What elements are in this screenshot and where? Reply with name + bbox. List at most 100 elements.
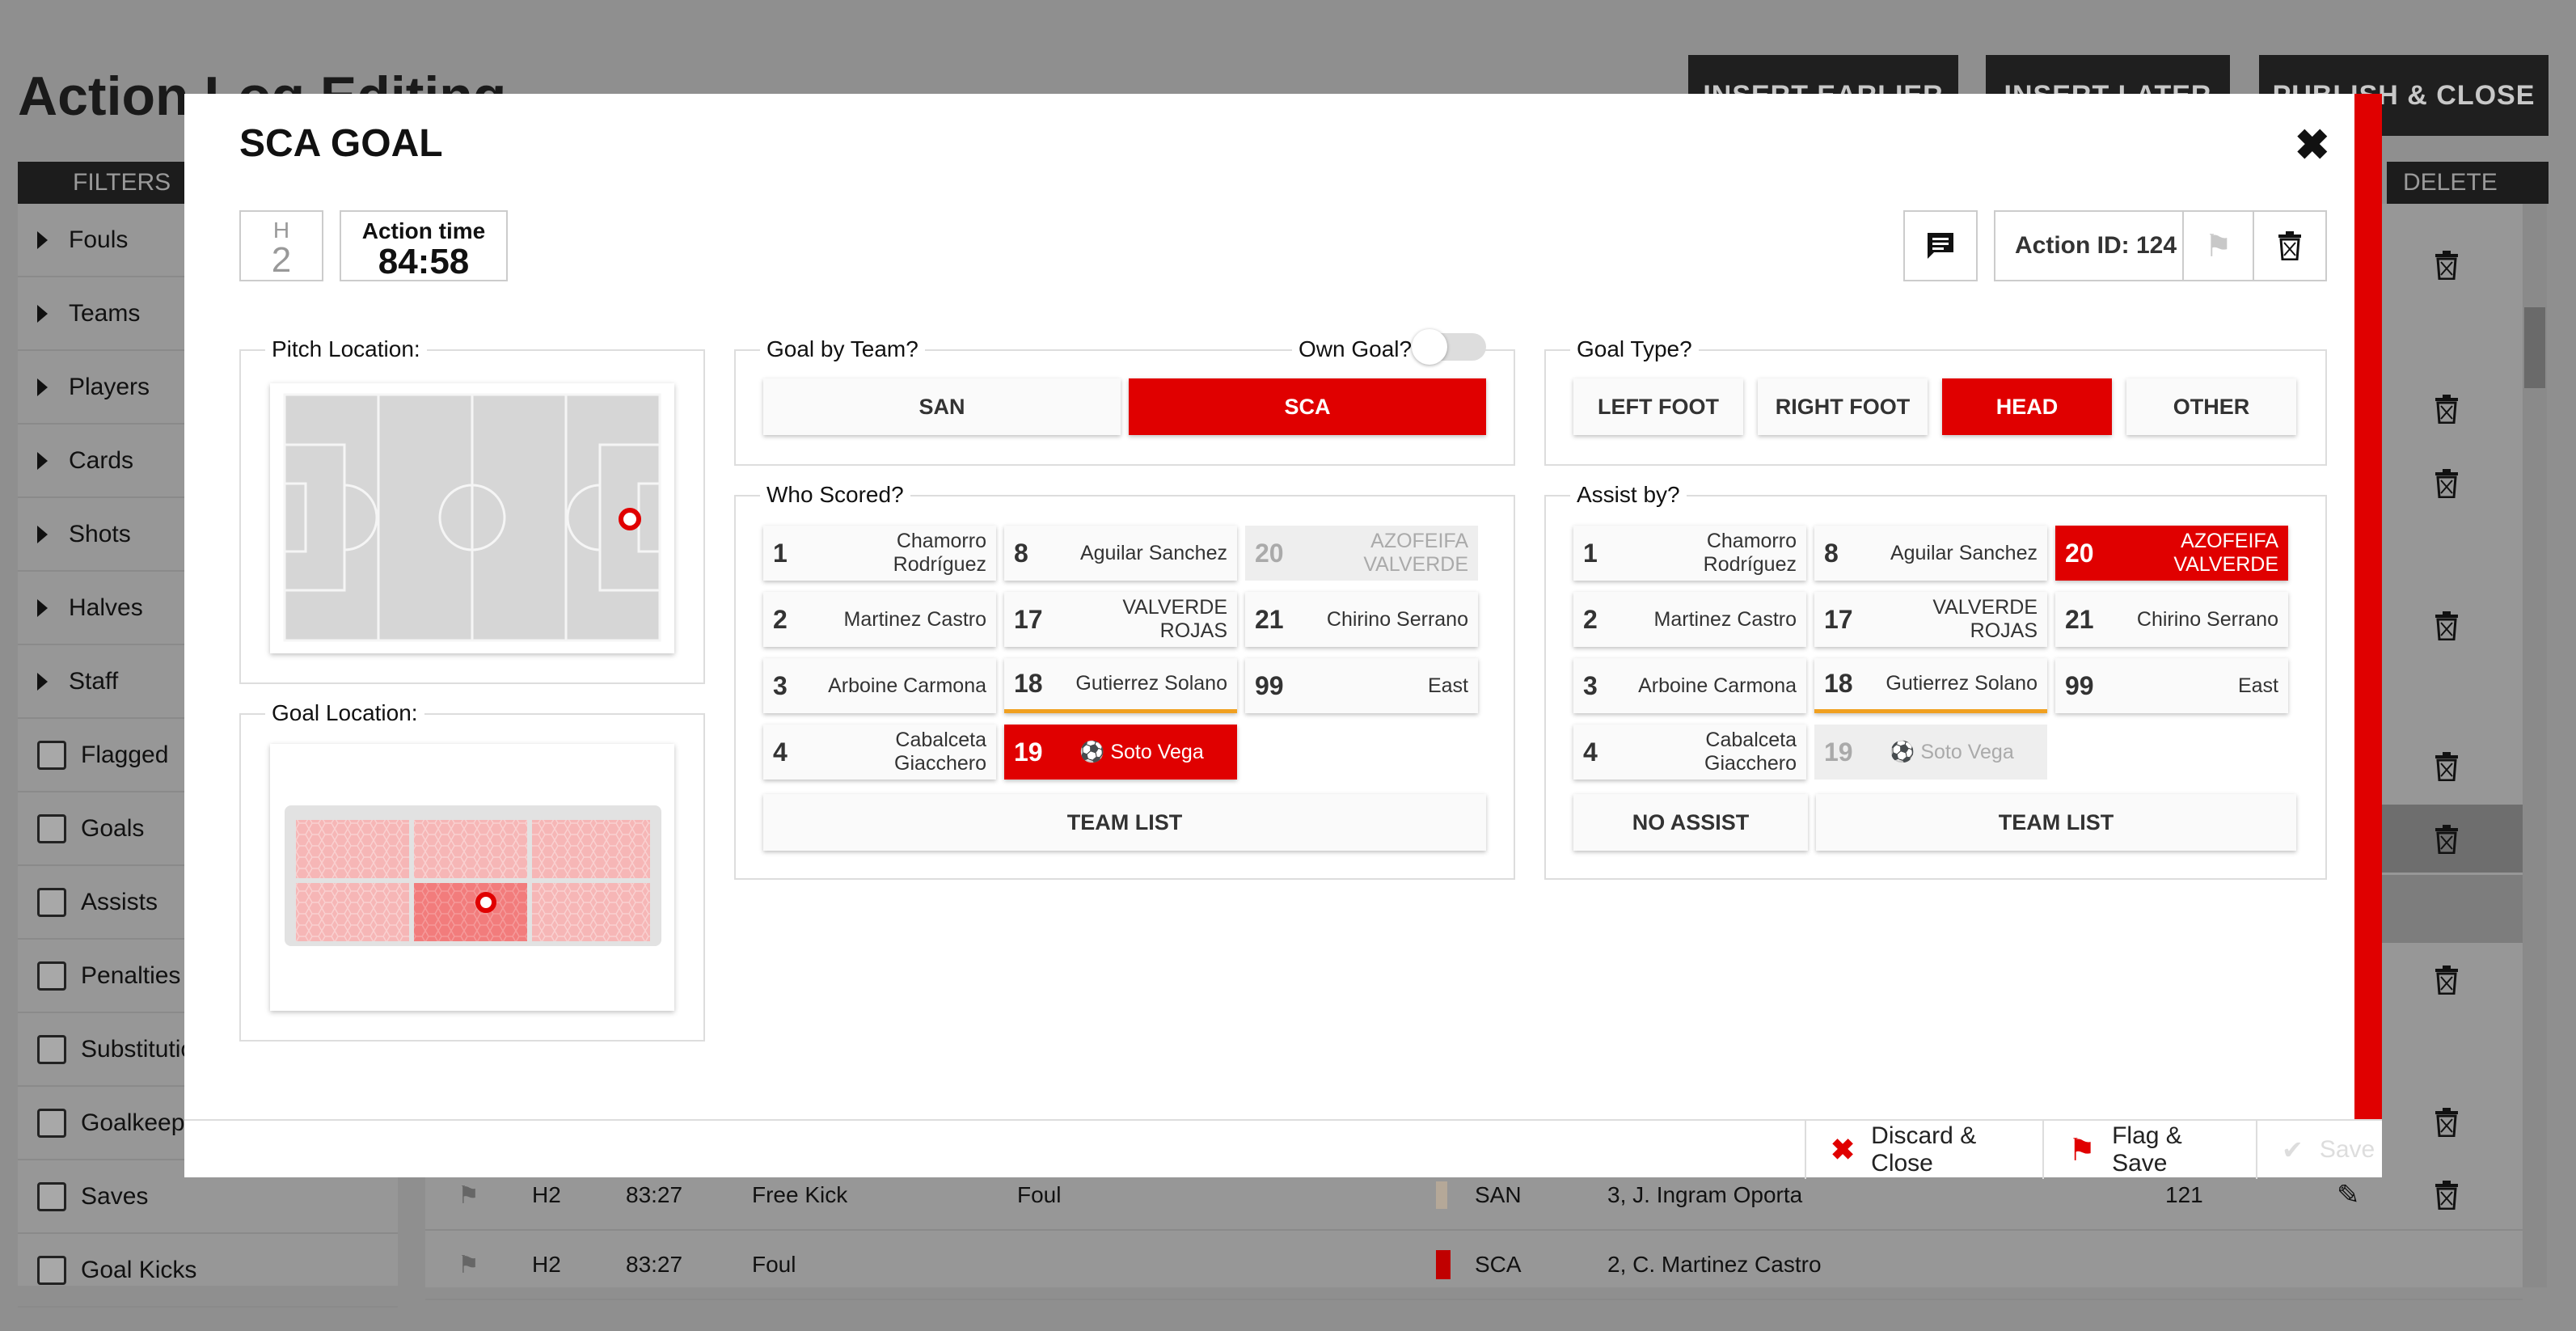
own-goal-toggle[interactable] [1412,329,1486,365]
player-number: 1 [1583,538,1598,568]
assist-player-button[interactable]: 19 ⚽ Soto Vega [1814,725,2047,780]
scorer-player-button[interactable]: 2 Martinez Castro [763,592,996,647]
filter-label: Penalties [81,961,181,989]
filter-item[interactable]: Goal Kicks [18,1234,398,1308]
trash-icon[interactable] [2434,611,2460,640]
trash-icon[interactable] [2434,1181,2460,1210]
flag-save-label: Flag & Save [2112,1122,2182,1177]
close-icon[interactable]: ✖ [2295,122,2330,169]
comment-button[interactable] [1903,210,1978,281]
discard-close-button[interactable]: ✖ Discard & Close [1805,1121,2042,1179]
scorer-team-list-button[interactable]: TEAM LIST [763,794,1486,851]
player-number: 3 [773,670,788,700]
team-san-button[interactable]: SAN [763,378,1121,435]
scorer-player-button[interactable]: 4 Cabalceta Giacchero [763,725,996,780]
goal-location-section: Goal Location: [239,700,705,1042]
trash-icon[interactable] [2434,966,2460,995]
filter-item[interactable]: Saves [18,1160,398,1234]
player-number: 99 [1255,670,1284,700]
scorer-player-button[interactable]: 19 ⚽ Soto Vega [1004,725,1237,780]
trash-icon[interactable] [2434,251,2460,280]
checkbox[interactable] [37,740,66,770]
assist-team-list-button[interactable]: TEAM LIST [1816,794,2296,851]
checkbox[interactable] [37,1108,66,1138]
filter-item[interactable]: Goals [18,792,398,866]
player-number: 2 [1583,604,1598,634]
assist-player-button[interactable]: 1 Chamorro Rodríguez [1573,526,1806,581]
trash-icon[interactable] [2434,469,2460,498]
flag-icon[interactable]: ⚑ [2181,211,2253,281]
checkbox[interactable] [37,813,66,843]
other-button[interactable]: OTHER [2126,378,2296,435]
assist-player-button[interactable]: 99 East [2055,658,2288,713]
scorer-player-button[interactable]: 21 Chirino Serrano [1245,592,1478,647]
row-action: Free Kick [752,1182,848,1207]
half-value: 2 [271,240,292,280]
no-assist-button[interactable]: NO ASSIST [1573,794,1808,851]
table-row[interactable]: ⚑ H2 83:27 Foul SCA 2, C. Martinez Castr… [425,1231,2523,1300]
action-time-box[interactable]: Action time 84:58 [340,210,508,281]
scorer-player-button[interactable]: 1 Chamorro Rodríguez [763,526,996,581]
checkbox[interactable] [37,887,66,917]
row-player: 2, C. Martinez Castro [1607,1252,1822,1277]
checkbox[interactable] [37,1255,66,1285]
filter-label: Goalkeepe [81,1109,199,1136]
row-id: 121 [2165,1182,2203,1207]
caret-right-icon [37,230,48,249]
caret-right-icon [37,378,48,396]
caret-right-icon [37,451,48,470]
assist-player-button[interactable]: 3 Arboine Carmona [1573,658,1806,713]
who-scored-label: Who Scored? [760,482,910,508]
trash-icon [2278,231,2302,260]
player-name: Chirino Serrano [1326,607,1468,631]
assist-player-button[interactable]: 21 Chirino Serrano [2055,592,2288,647]
caret-right-icon [37,672,48,691]
assist-player-button[interactable]: 2 Martinez Castro [1573,592,1806,647]
scorer-player-button[interactable]: 20 AZOFEIFA VALVERDE [1245,526,1478,581]
flag-save-button[interactable]: ⚑ Flag & Save [2042,1121,2256,1179]
filter-label: Saves [81,1182,149,1210]
table-row[interactable]: ⚑ H2 83:27 Free Kick Foul SAN 3, J. Ingr… [425,1161,2523,1231]
assist-player-button[interactable]: 18 Gutierrez Solano [1814,658,2047,713]
flag-icon[interactable]: ⚑ [458,1251,479,1278]
goal-map[interactable] [270,744,674,1011]
right-foot-button[interactable]: RIGHT FOOT [1758,378,1928,435]
row-team: SCA [1475,1252,1522,1277]
left-foot-button[interactable]: LEFT FOOT [1573,378,1743,435]
edit-icon[interactable]: ✎ [2337,1180,2360,1211]
flag-icon[interactable]: ⚑ [458,1181,479,1209]
assist-player-button[interactable]: 17 VALVERDE ROJAS [1814,592,2047,647]
half-label: H [272,218,290,243]
pitch-location-section: Pitch Location: [239,336,705,684]
trash-icon[interactable] [2434,825,2460,854]
comment-icon [1928,233,1953,259]
scorer-player-button[interactable]: 17 VALVERDE ROJAS [1004,592,1237,647]
trash-icon[interactable] [2434,395,2460,424]
checkbox[interactable] [37,1034,66,1064]
goal-diagram[interactable] [270,744,674,1011]
row-detail: Foul [1017,1182,1062,1207]
save-button[interactable]: ✔ Save [2256,1121,2382,1179]
player-number: 1 [773,538,788,568]
scorer-player-button[interactable]: 3 Arboine Carmona [763,658,996,713]
pitch-map[interactable] [270,383,674,653]
head-button[interactable]: HEAD [1942,378,2112,435]
close-icon: ✖ [1831,1133,1856,1166]
scorer-player-button[interactable]: 8 Aguilar Sanchez [1004,526,1237,581]
scorer-player-button[interactable]: 99 East [1245,658,1478,713]
trash-icon[interactable] [2434,1108,2460,1137]
checkbox[interactable] [37,1181,66,1211]
row-half: H2 [532,1252,561,1277]
scrollbar-thumb[interactable] [2524,307,2545,388]
checkbox[interactable] [37,961,66,991]
assist-player-button[interactable]: 8 Aguilar Sanchez [1814,526,2047,581]
trash-icon[interactable] [2434,752,2460,781]
assist-player-button[interactable]: 4 Cabalceta Giacchero [1573,725,1806,780]
pitch-diagram[interactable] [270,383,674,653]
scorer-player-button[interactable]: 18 Gutierrez Solano [1004,658,1237,713]
team-sca-button[interactable]: SCA [1129,378,1486,435]
assist-player-button[interactable]: 20 AZOFEIFA VALVERDE [2055,526,2288,581]
player-number: 17 [1014,604,1043,634]
filter-label: Staff [69,667,119,695]
delete-button[interactable] [2253,211,2325,281]
